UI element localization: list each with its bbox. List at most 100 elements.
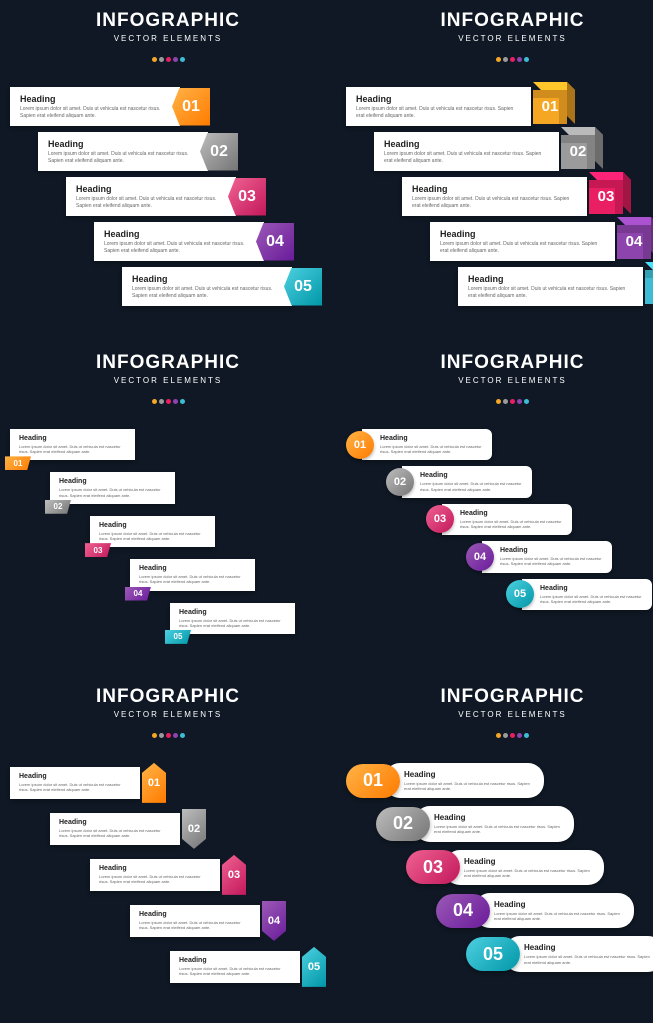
step-heading: Heading <box>104 229 254 239</box>
arrow-04: 04 <box>262 901 286 941</box>
pill-05: 05 <box>466 937 520 971</box>
panel-1: INFOGRAPHIC VECTOR ELEMENTS Heading Lorem… <box>0 0 336 342</box>
step-heading: Heading <box>59 478 166 485</box>
step-1: 01HeadingLorem ipsum dolor sit amet. Dui… <box>346 429 653 460</box>
step-3: 03HeadingLorem ipsum dolor sit amet. Dui… <box>406 850 653 885</box>
step-1: HeadingLorem ipsum dolor sit amet. Duis … <box>10 429 326 460</box>
step-5: Heading Lorem ipsum dolor sit amet. Duis … <box>458 267 653 306</box>
dots <box>346 49 653 67</box>
panel-2: INFOGRAPHIC VECTOR ELEMENTS Heading Lorem… <box>336 0 653 342</box>
infographic-grid: INFOGRAPHIC VECTOR ELEMENTS Heading Lorem… <box>0 0 653 1023</box>
tab-01: 01 <box>5 456 31 470</box>
panel-5: INFOGRAPHIC VECTOR ELEMENTS Heading Lorem… <box>0 676 336 1023</box>
step-heading: Heading <box>468 274 633 284</box>
circle-02: 02 <box>386 468 414 496</box>
pill-01: 01 <box>346 764 400 798</box>
panel-header: INFOGRAPHIC VECTOR ELEMENTS <box>346 10 653 67</box>
pill-02: 02 <box>376 807 430 841</box>
cube-02: 02 <box>561 135 595 169</box>
step-body: Lorem ipsum dolor sit amet. Duis ut vehi… <box>99 531 206 541</box>
steps: 01 Heading Lorem ipsum dolor sit amet. Dui… <box>346 429 653 610</box>
panel-header: INFOGRAPHIC VECTOR ELEMENTS <box>10 10 326 67</box>
step-body: Lorem ipsum dolor sit amet. Duis ut vehi… <box>59 828 171 838</box>
pill-03: 03 <box>406 850 460 884</box>
dots <box>346 391 653 409</box>
cube-03: 03 <box>589 180 623 214</box>
step-heading: Heading <box>139 565 246 572</box>
steps: 01 Heading Lorem ipsum dolor sit amet. Dui… <box>346 763 653 972</box>
pill-04: 04 <box>436 894 490 928</box>
steps: Heading Lorem ipsum dolor sit amet. Duis … <box>10 763 326 987</box>
badge-03: 03 <box>228 178 266 216</box>
step-2: Heading Lorem ipsum dolor sit amet. Duis … <box>50 809 326 849</box>
step-heading: Heading <box>384 139 549 149</box>
steps: Heading Lorem ipsum dolor sit amet. Duis … <box>10 87 326 306</box>
step-heading: Heading <box>464 857 594 866</box>
step-body: Lorem ipsum dolor sit amet. Duis ut vehi… <box>179 966 291 976</box>
step-body: Lorem ipsum dolor sit amet. Duis ut vehi… <box>404 781 534 791</box>
step-body: Lorem ipsum dolor sit amet. Duis ut vehi… <box>48 151 198 164</box>
step-heading: Heading <box>460 510 563 517</box>
step-body: Lorem ipsum dolor sit amet. Duis ut vehi… <box>59 487 166 497</box>
cube-05: 05 <box>645 270 653 304</box>
step-heading: Heading <box>440 229 605 239</box>
step-5: 05HeadingLorem ipsum dolor sit amet. Dui… <box>506 579 653 610</box>
step-body: Lorem ipsum dolor sit amet. Duis ut vehi… <box>460 519 563 529</box>
badge-02: 02 <box>200 133 238 171</box>
steps: Heading Lorem ipsum dolor sit amet. Duis … <box>346 87 653 306</box>
panel-6: INFOGRAPHIC VECTOR ELEMENTS 01HeadingLor… <box>336 676 653 1023</box>
tab-03: 03 <box>85 543 111 557</box>
step-4: Heading Lorem ipsum dolor sit amet. Duis … <box>130 559 326 590</box>
step-5: HeadingLorem ipsum dolor sit amet. Duis … <box>170 603 326 634</box>
step-heading: Heading <box>139 911 251 918</box>
step-heading: Heading <box>20 94 170 104</box>
panel-header: INFOGRAPHIC VECTOR ELEMENTS <box>10 686 326 743</box>
step-3: 03HeadingLorem ipsum dolor sit amet. Dui… <box>426 504 653 535</box>
step-heading: Heading <box>48 139 198 149</box>
tab-02: 02 <box>45 500 71 514</box>
step-4: 04HeadingLorem ipsum dolor sit amet. Dui… <box>466 541 653 572</box>
step-1: Heading Lorem ipsum dolor sit amet. Duis … <box>10 87 326 126</box>
step-body: Lorem ipsum dolor sit amet. Duis ut vehi… <box>356 106 521 119</box>
circle-05: 05 <box>506 580 534 608</box>
step-5: Heading Lorem ipsum dolor sit amet. Duis … <box>170 947 326 987</box>
step-body: Lorem ipsum dolor sit amet. Duis ut vehi… <box>99 874 211 884</box>
title: INFOGRAPHIC <box>346 686 653 708</box>
step-heading: Heading <box>380 435 483 442</box>
step-2: Heading Lorem ipsum dolor sit amet. Duis … <box>50 472 326 503</box>
step-body: Lorem ipsum dolor sit amet. Duis ut vehi… <box>20 106 170 119</box>
step-body: Lorem ipsum dolor sit amet. Duis ut vehi… <box>19 782 131 792</box>
step-heading: Heading <box>494 900 624 909</box>
step-2: 02HeadingLorem ipsum dolor sit amet. Dui… <box>376 806 653 841</box>
step-heading: Heading <box>132 274 282 284</box>
step-heading: Heading <box>179 957 291 964</box>
step-heading: Heading <box>76 184 226 194</box>
step-heading: Heading <box>524 943 653 952</box>
step-1: HeadingLorem ipsum dolor sit amet. Duis … <box>10 763 326 803</box>
steps: Heading Lorem ipsum dolor sit amet. Duis … <box>10 429 326 634</box>
title: INFOGRAPHIC <box>10 10 326 32</box>
step-heading: Heading <box>356 94 521 104</box>
step-2: Heading Lorem ipsum dolor sit amet. Duis … <box>38 132 326 171</box>
panel-header: INFOGRAPHIC VECTOR ELEMENTS <box>346 352 653 409</box>
step-3: HeadingLorem ipsum dolor sit amet. Duis … <box>90 855 326 895</box>
tab-05: 05 <box>165 630 191 644</box>
step-2: 02HeadingLorem ipsum dolor sit amet. Dui… <box>386 466 653 497</box>
step-heading: Heading <box>59 819 171 826</box>
step-4: 04HeadingLorem ipsum dolor sit amet. Dui… <box>436 893 653 928</box>
step-body: Lorem ipsum dolor sit amet. Duis ut vehi… <box>139 574 246 584</box>
dots <box>10 49 326 67</box>
step-4: HeadingLorem ipsum dolor sit amet. Duis … <box>430 222 653 261</box>
step-1: Heading Lorem ipsum dolor sit amet. Duis … <box>346 87 653 126</box>
circle-01: 01 <box>346 431 374 459</box>
step-body: Lorem ipsum dolor sit amet. Duis ut vehi… <box>468 286 633 299</box>
title: INFOGRAPHIC <box>346 10 653 32</box>
step-3: Heading Lorem ipsum dolor sit amet. Duis … <box>66 177 326 216</box>
dots <box>10 391 326 409</box>
step-body: Lorem ipsum dolor sit amet. Duis ut vehi… <box>179 618 286 628</box>
step-1: 01HeadingLorem ipsum dolor sit amet. Dui… <box>346 763 653 798</box>
tab-04: 04 <box>125 587 151 601</box>
step-heading: Heading <box>540 585 643 592</box>
step-body: Lorem ipsum dolor sit amet. Duis ut vehi… <box>76 196 226 209</box>
dots <box>346 725 653 743</box>
